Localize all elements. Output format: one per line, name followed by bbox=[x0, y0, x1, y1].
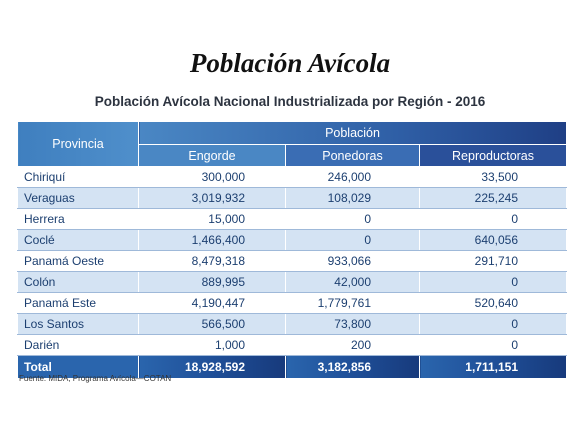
header-poblacion: Población bbox=[137, 121, 568, 145]
ponedoras-cell: 200 bbox=[285, 334, 420, 356]
provincia-cell: Coclé bbox=[17, 229, 139, 251]
total-row: Total 18,928,592 3,182,856 1,711,151 bbox=[17, 355, 568, 379]
table-row: Darién 1,000 200 0 bbox=[17, 334, 568, 356]
reproductoras-cell: 0 bbox=[418, 334, 568, 356]
population-table: Provincia Población Engorde Ponedoras Re… bbox=[17, 121, 568, 379]
table-row: Herrera 15,000 0 0 bbox=[17, 208, 568, 230]
ponedoras-cell: 933,066 bbox=[285, 250, 420, 272]
provincia-cell: Los Santos bbox=[17, 313, 139, 335]
total-reproductoras: 1,711,151 bbox=[418, 355, 568, 379]
source-note: Fuente: MIDA, Programa Avícola—COTAN bbox=[19, 374, 172, 383]
table-row: Colón 889,995 42,000 0 bbox=[17, 271, 568, 293]
engorde-cell: 4,190,447 bbox=[138, 292, 286, 314]
reproductoras-cell: 520,640 bbox=[418, 292, 568, 314]
engorde-cell: 1,466,400 bbox=[138, 229, 286, 251]
engorde-cell: 15,000 bbox=[138, 208, 286, 230]
ponedoras-cell: 42,000 bbox=[285, 271, 420, 293]
header-reproductoras: Reproductoras bbox=[418, 144, 568, 167]
ponedoras-cell: 1,779,761 bbox=[285, 292, 420, 314]
page-title: Población Avícola bbox=[189, 48, 391, 78]
table-row: Chiriquí 300,000 246,000 33,500 bbox=[17, 166, 568, 188]
provincia-cell: Darién bbox=[17, 334, 139, 356]
engorde-cell: 3,019,932 bbox=[138, 187, 286, 209]
table-row: Veraguas 3,019,932 108,029 225,245 bbox=[17, 187, 568, 209]
provincia-cell: Chiriquí bbox=[17, 166, 139, 188]
engorde-cell: 889,995 bbox=[138, 271, 286, 293]
provincia-cell: Herrera bbox=[17, 208, 139, 230]
table-subtitle: Población Avícola Nacional Industrializa… bbox=[94, 94, 486, 109]
ponedoras-cell: 0 bbox=[285, 229, 420, 251]
header-ponedoras: Ponedoras bbox=[285, 144, 420, 167]
reproductoras-cell: 291,710 bbox=[418, 250, 568, 272]
table-row: Panamá Este 4,190,447 1,779,761 520,640 bbox=[17, 292, 568, 314]
ponedoras-cell: 108,029 bbox=[285, 187, 420, 209]
header-engorde: Engorde bbox=[138, 144, 286, 167]
provincia-cell: Panamá Oeste bbox=[17, 250, 139, 272]
table-row: Panamá Oeste 8,479,318 933,066 291,710 bbox=[17, 250, 568, 272]
total-engorde: 18,928,592 bbox=[138, 355, 286, 379]
reproductoras-cell: 640,056 bbox=[418, 229, 568, 251]
total-label: Total bbox=[17, 355, 139, 379]
provincia-cell: Colón bbox=[17, 271, 139, 293]
table-row: Coclé 1,466,400 0 640,056 bbox=[17, 229, 568, 251]
engorde-cell: 8,479,318 bbox=[138, 250, 286, 272]
reproductoras-cell: 0 bbox=[418, 271, 568, 293]
provincia-cell: Veraguas bbox=[17, 187, 139, 209]
reproductoras-cell: 0 bbox=[418, 313, 568, 335]
engorde-cell: 1,000 bbox=[138, 334, 286, 356]
ponedoras-cell: 73,800 bbox=[285, 313, 420, 335]
ponedoras-cell: 0 bbox=[285, 208, 420, 230]
total-ponedoras: 3,182,856 bbox=[285, 355, 420, 379]
reproductoras-cell: 0 bbox=[418, 208, 568, 230]
provincia-cell: Panamá Este bbox=[17, 292, 139, 314]
reproductoras-cell: 33,500 bbox=[418, 166, 568, 188]
reproductoras-cell: 225,245 bbox=[418, 187, 568, 209]
ponedoras-cell: 246,000 bbox=[285, 166, 420, 188]
engorde-cell: 566,500 bbox=[138, 313, 286, 335]
engorde-cell: 300,000 bbox=[138, 166, 286, 188]
header-provincia: Provincia bbox=[17, 121, 139, 167]
table-row: Los Santos 566,500 73,800 0 bbox=[17, 313, 568, 335]
